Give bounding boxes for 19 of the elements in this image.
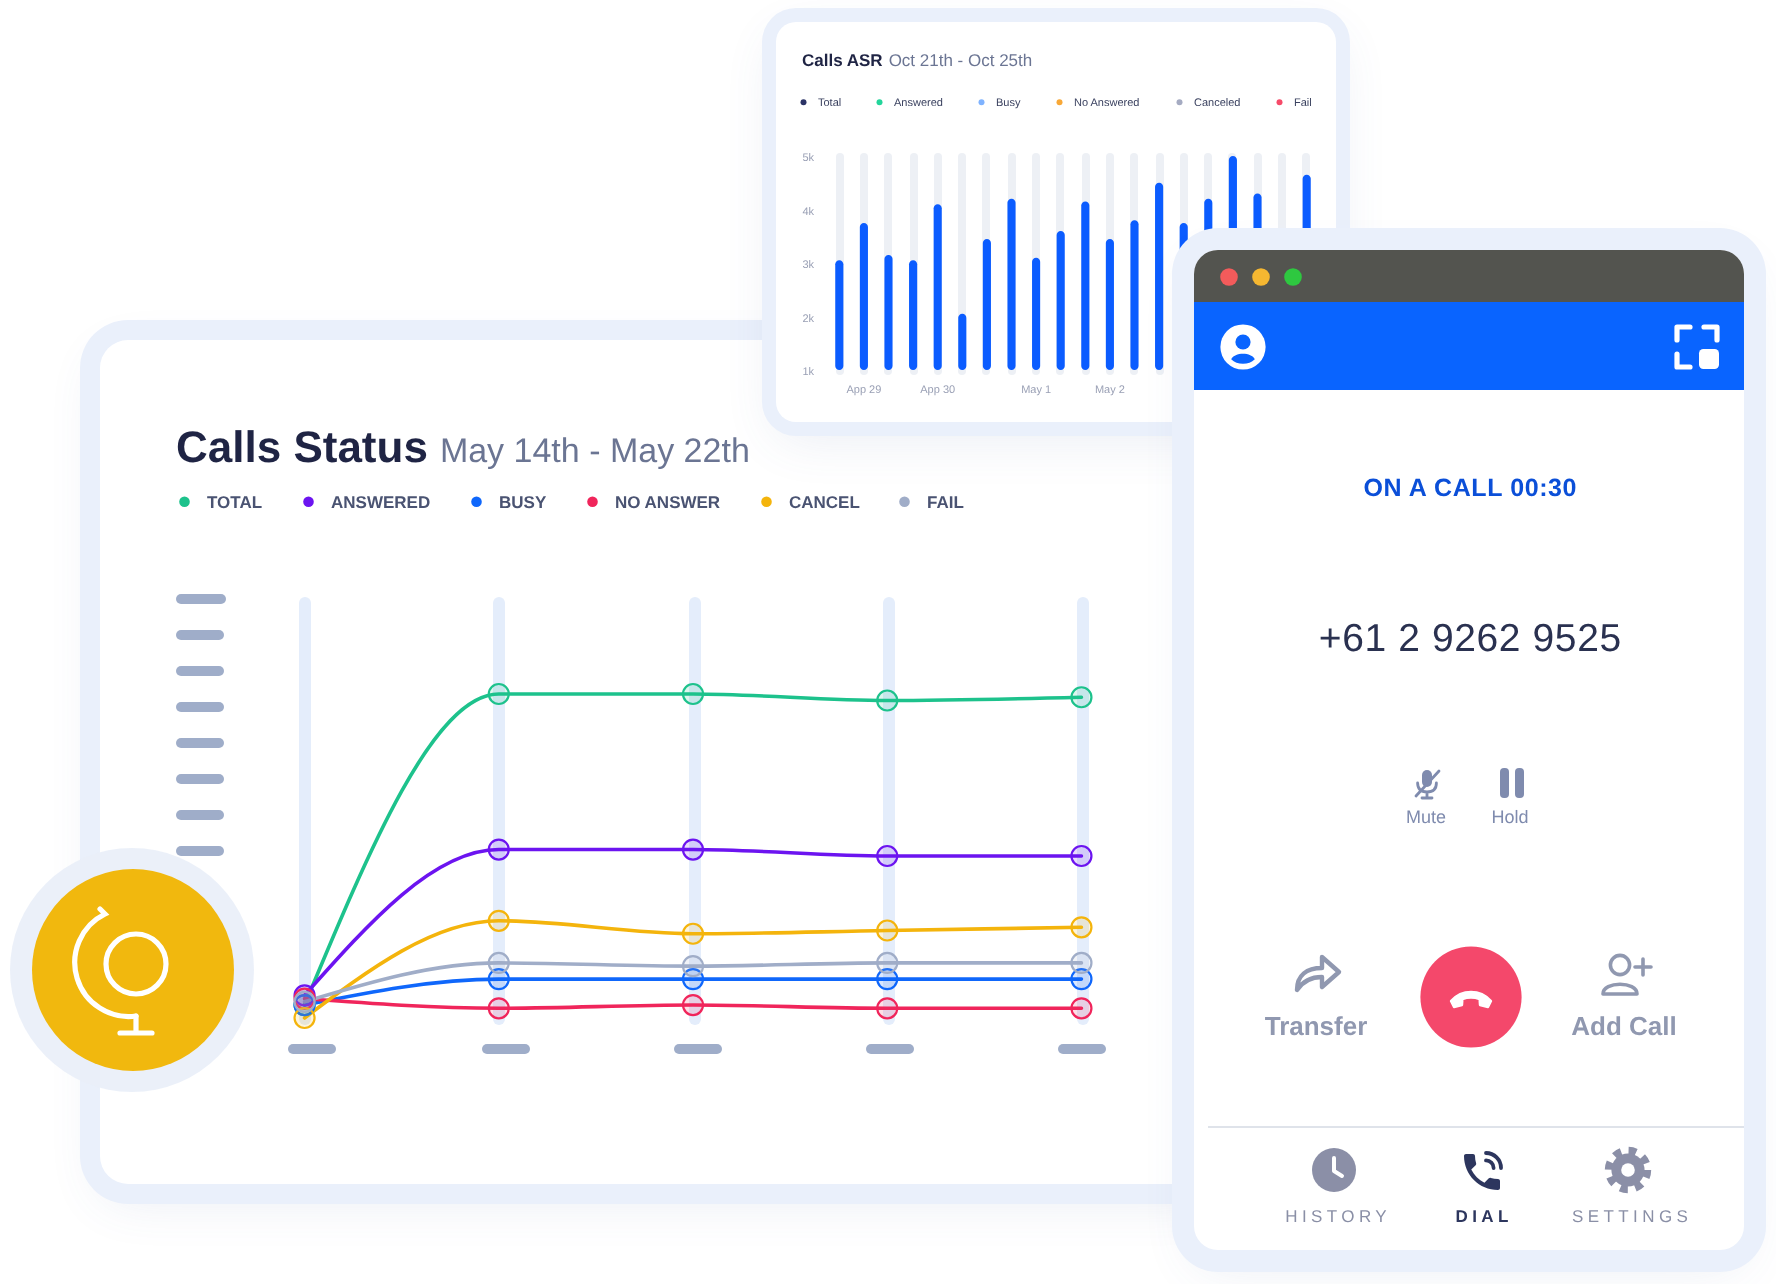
legend-label: FAIL	[927, 491, 964, 512]
text: SETTINGS	[1570, 1205, 1693, 1226]
legend-label: CANCEL	[789, 491, 860, 512]
text: +61 2 9262 9525	[1318, 616, 1622, 661]
chart-subtitle: Oct 21th - Oct 25th	[888, 50, 1033, 70]
text: Hold	[1491, 807, 1529, 827]
text: Transfer	[1264, 1011, 1368, 1041]
text: Mute	[1405, 807, 1447, 827]
legend-label: TOTAL	[207, 491, 263, 512]
legend-label: NO ANSWER	[615, 491, 721, 512]
text: HISTORY	[1283, 1205, 1392, 1226]
chart-title: Calls Status	[176, 422, 428, 472]
text: DIAL	[1453, 1205, 1513, 1226]
chart-title: Calls ASR	[802, 50, 883, 70]
text: ON A CALL 00:30	[1362, 473, 1578, 502]
legend-label: ANSWERED	[331, 491, 431, 512]
chart-subtitle: May 14th - May 22th	[439, 432, 750, 470]
legend-label: BUSY	[499, 491, 547, 512]
text: Add Call	[1571, 1011, 1677, 1041]
